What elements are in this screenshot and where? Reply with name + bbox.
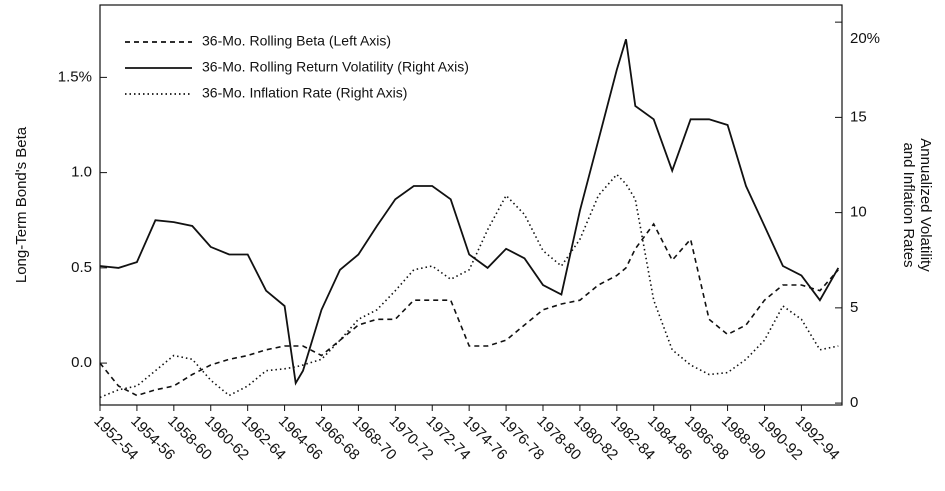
y2-tick-label: 20% xyxy=(850,30,880,47)
legend-label: 36-Mo. Rolling Beta (Left Axis) xyxy=(202,33,391,49)
y-axis-title: Long-Term Bond's Beta xyxy=(13,126,30,283)
series-line xyxy=(99,222,839,397)
legend-label: 36-Mo. Inflation Rate (Right Axis) xyxy=(202,85,407,101)
y2-tick-label: 5 xyxy=(850,299,858,316)
y-tick-label: 1.0 xyxy=(71,164,92,181)
plot-frame xyxy=(99,4,843,406)
series-line xyxy=(99,173,839,399)
y2-tick-label: 0 xyxy=(850,394,858,411)
y-tick-label: 1.5% xyxy=(58,68,92,85)
legend-label: 36-Mo. Rolling Return Volatility (Right … xyxy=(202,59,469,75)
y-tick-label: 0.5 xyxy=(71,259,92,276)
y2-tick-label: 10 xyxy=(850,204,867,221)
y2-axis-title: and Inflation Rates xyxy=(900,142,917,267)
y2-axis-title: Annualized Volatility xyxy=(917,138,934,272)
series-line xyxy=(99,39,840,386)
y2-tick-label: 15 xyxy=(850,108,867,125)
y-tick-label: 0.0 xyxy=(71,354,92,371)
